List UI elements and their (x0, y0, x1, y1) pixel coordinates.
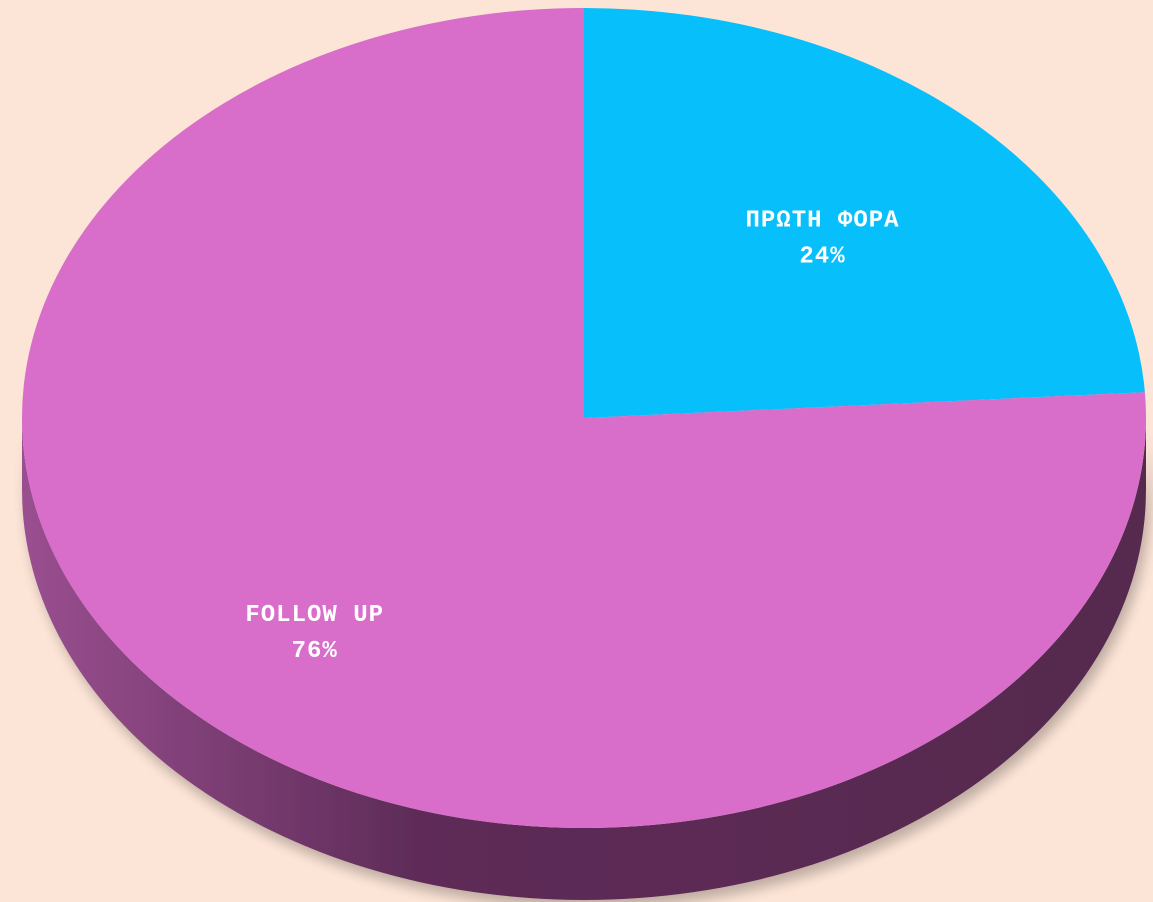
pie-slice-first-time (584, 8, 1145, 418)
pie-top-face (21, 8, 1146, 828)
slice-label-category: FOLLOW UP (245, 602, 384, 629)
pie-data-labels: ΠΡΩΤΗ ΦΟΡΑ 24% FOLLOW UP 76% (245, 208, 900, 666)
slice-label-percent: 24% (799, 244, 845, 271)
pie-side-wall (22, 418, 1146, 900)
pie-slice-follow-up (21, 8, 1146, 828)
slice-label-percent: 76% (292, 638, 338, 665)
pie-side-follow-up (22, 418, 1146, 900)
slice-label-category: ΠΡΩΤΗ ΦΟΡΑ (746, 208, 900, 235)
